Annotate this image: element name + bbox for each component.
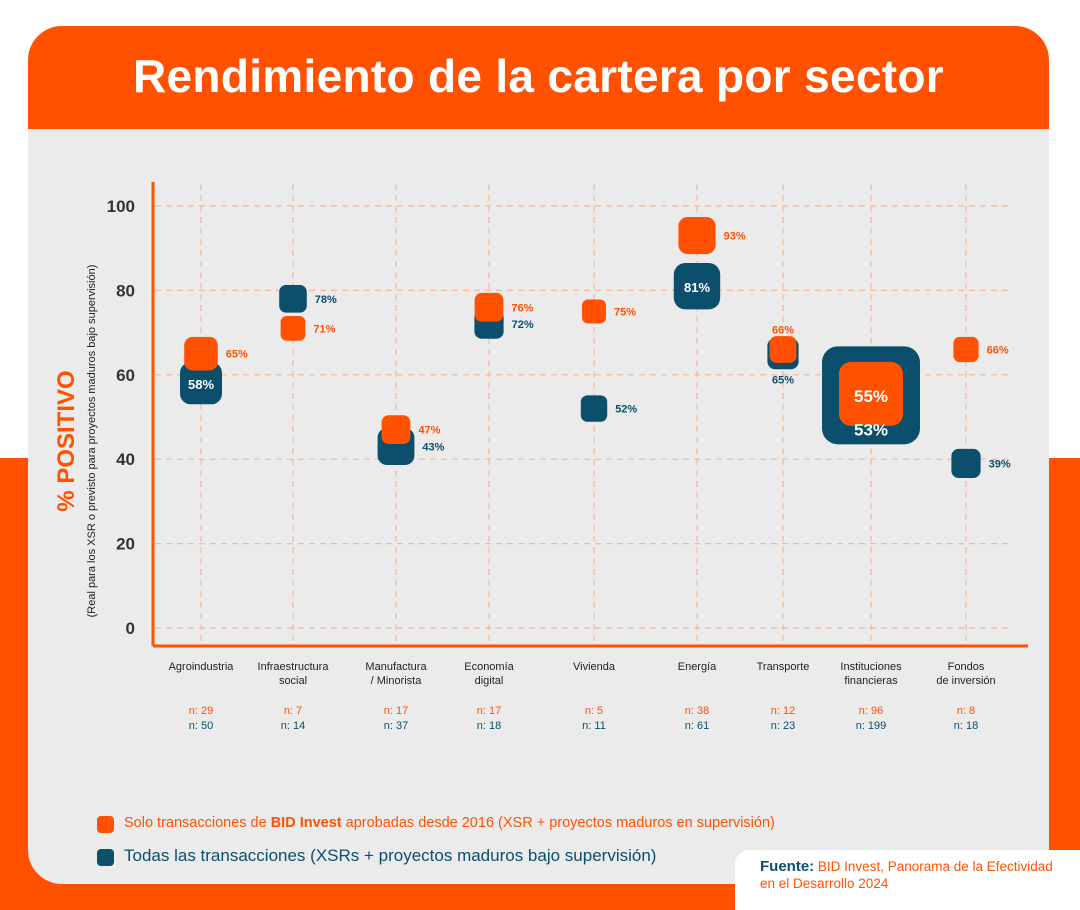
x-category-label: social xyxy=(279,675,307,687)
value-label-blue: 39% xyxy=(989,458,1011,470)
marker-orange xyxy=(582,299,606,324)
value-label-orange: 47% xyxy=(418,425,440,437)
x-category-label: Instituciones xyxy=(840,661,902,673)
value-label-blue: 65% xyxy=(772,375,794,387)
n-count-blue: n: 37 xyxy=(384,720,408,732)
x-category-label: Vivienda xyxy=(573,661,616,673)
n-count-orange: n: 96 xyxy=(859,705,883,717)
legend-orange-swatch xyxy=(97,816,114,833)
value-label-orange: 66% xyxy=(772,324,794,336)
n-count-blue: n: 23 xyxy=(771,720,795,732)
legend-orange-label: Solo transacciones de BID Invest aprobad… xyxy=(124,815,775,831)
legend-orange-bold: BID Invest xyxy=(270,815,342,831)
n-count-orange: n: 5 xyxy=(585,705,603,717)
n-count-blue: n: 199 xyxy=(856,720,887,732)
n-count-blue: n: 11 xyxy=(582,720,606,732)
x-category-label: Economía xyxy=(464,661,514,673)
x-category-label: Fondos xyxy=(948,661,985,673)
marker-orange xyxy=(184,336,218,371)
y-tick-label: 40 xyxy=(116,450,135,469)
n-count-orange: n: 17 xyxy=(477,705,501,717)
source-body: BID Invest, Panorama de la Efectividad e… xyxy=(760,859,1053,891)
marker-blue xyxy=(279,285,307,313)
n-count-blue: n: 50 xyxy=(189,720,213,732)
x-category-label: Manufactura xyxy=(365,661,427,673)
y-tick-label: 100 xyxy=(107,197,135,216)
n-count-orange: n: 7 xyxy=(284,705,302,717)
n-count-orange: n: 8 xyxy=(957,705,975,717)
x-category-label: Infraestructura xyxy=(258,661,330,673)
y-tick-label: 0 xyxy=(126,619,135,638)
title-bar: Rendimiento de la cartera por sector xyxy=(28,26,1049,129)
marker-blue xyxy=(580,395,608,422)
n-count-orange: n: 38 xyxy=(685,705,709,717)
y-tick-label: 60 xyxy=(116,366,135,385)
x-category-label: de inversión xyxy=(936,675,995,687)
legend-blue-label: Todas las transacciones (XSRs + proyecto… xyxy=(124,846,657,865)
x-category-label: financieras xyxy=(844,675,898,687)
y-tick-label: 80 xyxy=(116,281,135,300)
value-label-orange: 93% xyxy=(724,231,746,243)
legend-orange-suffix: aprobadas desde 2016 (XSR + proyectos ma… xyxy=(341,815,775,831)
marker-blue xyxy=(673,262,721,310)
n-count-orange: n: 17 xyxy=(384,705,408,717)
n-count-blue: n: 61 xyxy=(685,720,709,732)
value-label-orange: 71% xyxy=(313,323,335,335)
marker-orange xyxy=(953,336,979,363)
value-label-orange: 65% xyxy=(226,349,248,361)
y-tick-label: 20 xyxy=(116,535,135,554)
legend-orange-prefix: Solo transacciones de xyxy=(124,815,271,831)
value-label-blue: 81% xyxy=(684,280,710,295)
marker-orange xyxy=(381,415,411,445)
marker-orange xyxy=(474,292,504,322)
source-box: Fuente: BID Invest, Panorama de la Efect… xyxy=(735,850,1080,910)
value-label-orange: 66% xyxy=(987,344,1009,356)
chart-plot: 0 20 40 60 80 100 % POSITIVO (Real para los XSR… xyxy=(53,182,1028,732)
n-count-orange: n: 29 xyxy=(189,705,213,717)
y-axis-subtitle: (Real para los XSR o previsto para proye… xyxy=(86,265,98,618)
value-label-blue: 58% xyxy=(188,377,214,392)
legend-blue-swatch xyxy=(97,849,114,866)
n-count-blue: n: 18 xyxy=(954,720,978,732)
marker-orange xyxy=(839,361,903,426)
value-label-blue: 52% xyxy=(615,404,637,416)
x-category-label: / Minorista xyxy=(371,675,423,687)
x-category-label: Transporte xyxy=(757,661,810,673)
y-axis-title: % POSITIVO xyxy=(53,370,80,511)
x-category-label: Agroindustria xyxy=(169,661,235,673)
marker-orange xyxy=(769,336,797,363)
chart-card: Rendimiento de la cartera por sector 0 20… xyxy=(28,26,1049,884)
n-count-orange: n: 12 xyxy=(771,705,795,717)
value-label-orange: 55% xyxy=(854,387,888,406)
value-label-orange: 75% xyxy=(614,307,636,319)
source-label: Fuente: xyxy=(760,858,815,875)
value-label-blue: 53% xyxy=(854,420,888,439)
source-text: Fuente: BID Invest, Panorama de la Efect… xyxy=(760,858,1070,892)
n-count-blue: n: 18 xyxy=(477,720,501,732)
value-label-orange: 76% xyxy=(511,302,533,314)
value-label-blue: 72% xyxy=(512,319,534,331)
chart-title: Rendimiento de la cartera por sector xyxy=(133,50,944,102)
x-category-label: Energía xyxy=(678,661,717,673)
marker-orange xyxy=(678,216,716,255)
marker-blue xyxy=(180,362,222,405)
marker-orange xyxy=(280,315,306,341)
value-label-blue: 43% xyxy=(422,442,444,454)
x-category-label: digital xyxy=(475,675,504,687)
marker-blue xyxy=(951,448,981,479)
value-label-blue: 78% xyxy=(315,294,337,306)
n-count-blue: n: 14 xyxy=(281,720,305,732)
